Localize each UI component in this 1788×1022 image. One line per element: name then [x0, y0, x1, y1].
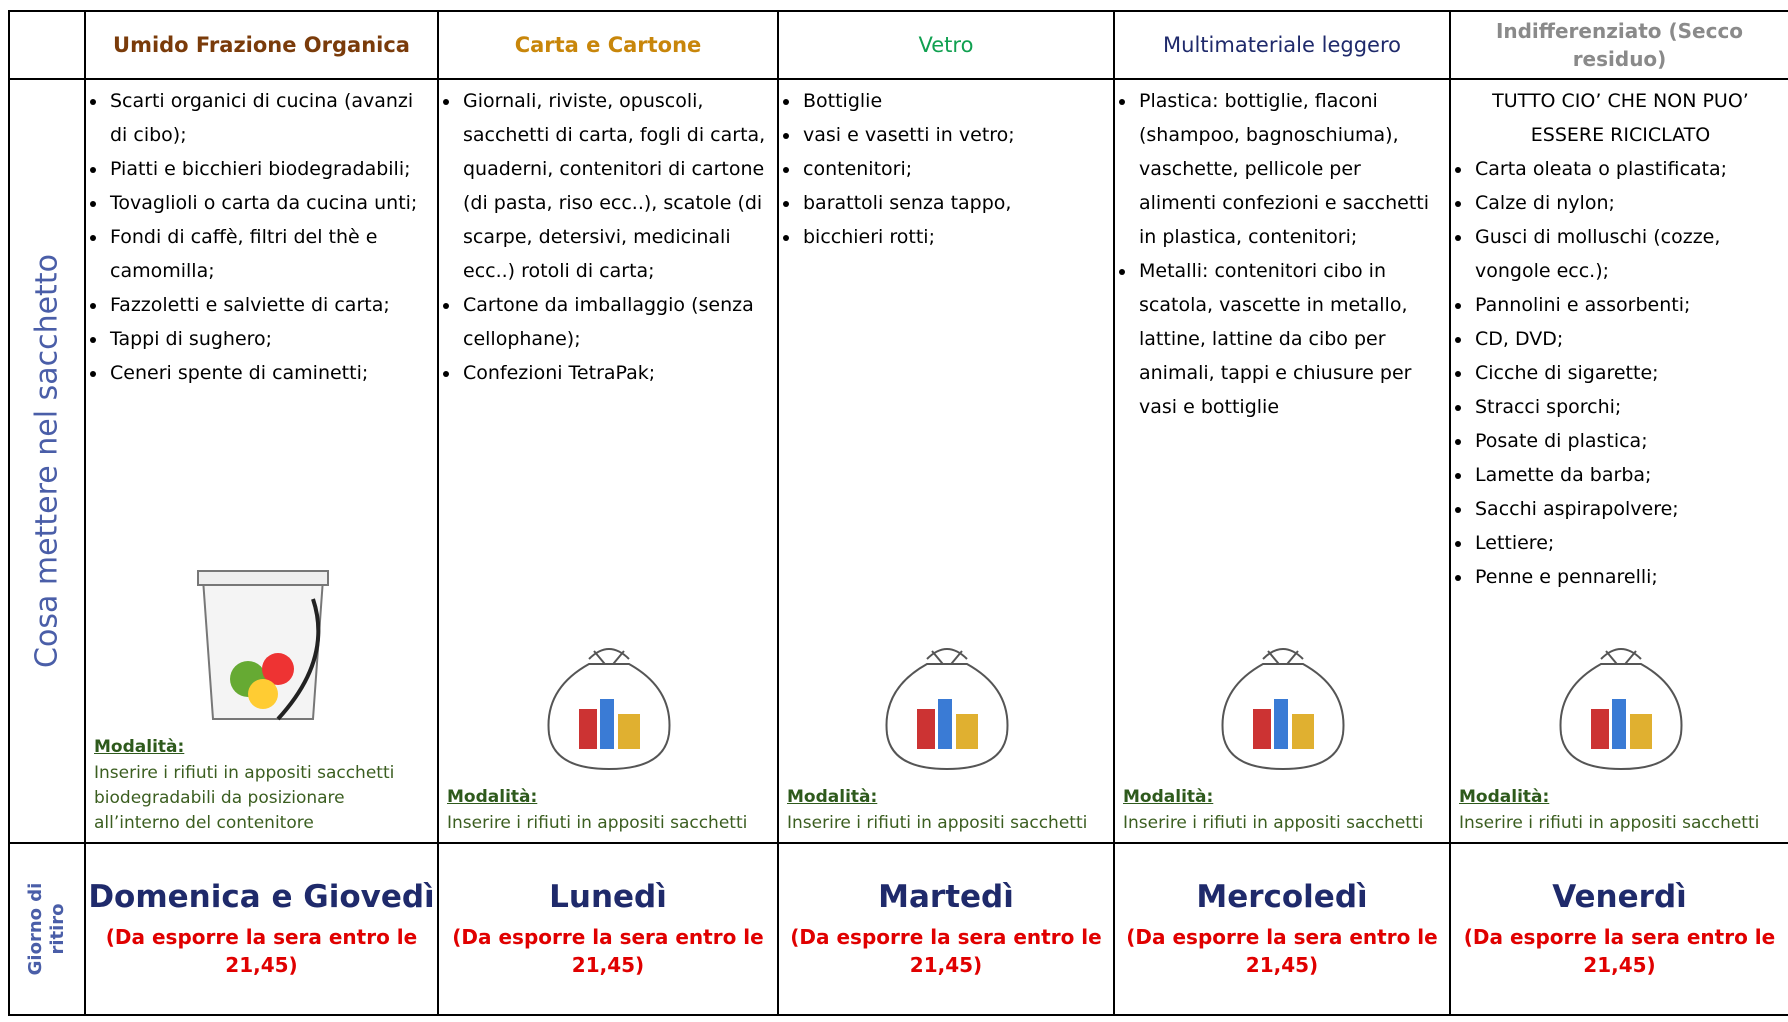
- item-list: Giornali, riviste, opuscoli, sacchetti d…: [447, 84, 771, 390]
- item: Confezioni TetraPak;: [461, 356, 771, 390]
- column-title: Carta e Cartone: [514, 33, 702, 57]
- item: Ceneri spente di caminetti;: [108, 356, 431, 390]
- day: Venerdì: [1552, 879, 1687, 915]
- day-cell: Domenica e Giovedì (Da esporre la sera en…: [84, 842, 439, 1016]
- illustration: [1459, 594, 1782, 787]
- item: Bottiglie: [801, 84, 1107, 118]
- item-list: Bottiglievasi e vasetti in vetro;conteni…: [787, 84, 1107, 254]
- mode-label: Modalità:: [447, 787, 538, 807]
- mode-text: Inserire i rifiuti in appositi sacchetti: [1459, 813, 1760, 833]
- content-row: Cosa mettere nel sacchetto Scarti organic…: [8, 78, 1788, 844]
- cell-body: Giornali, riviste, opuscoli, sacchetti d…: [440, 81, 776, 841]
- content-cell: Bottiglievasi e vasetti in vetro;conteni…: [777, 78, 1115, 844]
- item: vasi e vasetti in vetro;: [801, 118, 1107, 152]
- column-title: Umido Frazione Organica: [113, 33, 410, 57]
- item: Pannolini e assorbenti;: [1473, 288, 1782, 322]
- day-cell: Lunedì (Da esporre la sera entro le 21,45…: [437, 842, 779, 1016]
- item: bicchieri rotti;: [801, 220, 1107, 254]
- day-cell: Venerdì (Da esporre la sera entro le 21,4…: [1449, 842, 1788, 1016]
- cell-body: Plastica: bottiglie, flaconi (shampoo, b…: [1116, 81, 1448, 841]
- day-row: Giorno di ritiro Domenica e Giovedì (Da es…: [8, 842, 1788, 1016]
- item: Tappi di sughero;: [108, 322, 431, 356]
- cell-body: Scarti organici di cucina (avanzi di cib…: [87, 81, 436, 841]
- item: Stracci sporchi;: [1473, 390, 1782, 424]
- item: Scarti organici di cucina (avanzi di cib…: [108, 84, 431, 152]
- day-cell: Mercoledì (Da esporre la sera entro le 21…: [1113, 842, 1451, 1016]
- column-title: Indifferenziato (Secco residuo): [1495, 19, 1744, 71]
- note: (Da esporre la sera entro le 21,45): [790, 925, 1102, 977]
- mode-label: Modalità:: [787, 787, 878, 807]
- waste-calendar: Umido Frazione Organica Carta e Cartone Ve…: [8, 10, 1788, 1016]
- column-header: Vetro: [777, 10, 1115, 80]
- mode-label: Modalità:: [1123, 787, 1214, 807]
- item: Cartone da imballaggio (senza cellophane…: [461, 288, 771, 356]
- column-title: Multimateriale leggero: [1163, 33, 1401, 57]
- note: (Da esporre la sera entro le 21,45): [1126, 925, 1438, 977]
- cell-body: Bottiglievasi e vasetti in vetro;conteni…: [780, 81, 1112, 841]
- item-list: Scarti organici di cucina (avanzi di cib…: [94, 84, 431, 390]
- mode-text: Inserire i rifiuti in appositi sacchetti: [787, 813, 1088, 833]
- content-cell: TUTTO CIO’ CHE NON PUO’ ESSERE RICICLATO…: [1449, 78, 1788, 844]
- item-list: Plastica: bottiglie, flaconi (shampoo, b…: [1123, 84, 1443, 424]
- column-title: Vetro: [918, 33, 974, 57]
- item: Sacchi aspirapolvere;: [1473, 492, 1782, 526]
- item: Piatti e bicchieri biodegradabili;: [108, 152, 431, 186]
- day: Domenica e Giovedì: [88, 879, 435, 915]
- item: Plastica: bottiglie, flaconi (shampoo, b…: [1137, 84, 1443, 254]
- side-label: Cosa mettere nel sacchetto: [29, 254, 65, 668]
- item: CD, DVD;: [1473, 322, 1782, 356]
- cell-body: TUTTO CIO’ CHE NON PUO’ ESSERE RICICLATO…: [1452, 81, 1787, 841]
- item: Cicche di sigarette;: [1473, 356, 1782, 390]
- item: Fondi di caffè, filtri del thè e camomil…: [108, 220, 431, 288]
- item: Calze di nylon;: [1473, 186, 1782, 220]
- item: Lettiere;: [1473, 526, 1782, 560]
- item: Fazzoletti e salviette di carta;: [108, 288, 431, 322]
- column-header: Multimateriale leggero: [1113, 10, 1451, 80]
- item: Carta oleata o plastificata;: [1473, 152, 1782, 186]
- illustration: [787, 254, 1107, 787]
- side-cell: Giorno di ritiro: [8, 842, 86, 1016]
- illustration: [447, 390, 771, 787]
- content-cell: Plastica: bottiglie, flaconi (shampoo, b…: [1113, 78, 1451, 844]
- intro: TUTTO CIO’ CHE NON PUO’ ESSERE RICICLATO: [1492, 90, 1749, 146]
- mode-text: Inserire i rifiuti in appositi sacchetti…: [94, 763, 395, 833]
- item: Giornali, riviste, opuscoli, sacchetti d…: [461, 84, 771, 288]
- column-header: Umido Frazione Organica: [84, 10, 439, 80]
- content-cell: Scarti organici di cucina (avanzi di cib…: [84, 78, 439, 844]
- column-header: Carta e Cartone: [437, 10, 779, 80]
- corner: [8, 10, 86, 80]
- note: (Da esporre la sera entro le 21,45): [452, 925, 764, 977]
- mode-label: Modalità:: [94, 737, 185, 757]
- item: Tovaglioli o carta da cucina unti;: [108, 186, 431, 220]
- illustration: [1123, 424, 1443, 787]
- item: contenitori;: [801, 152, 1107, 186]
- column-header: Indifferenziato (Secco residuo): [1449, 10, 1788, 80]
- item: Gusci di molluschi (cozze, vongole ecc.)…: [1473, 220, 1782, 288]
- content-cell: Giornali, riviste, opuscoli, sacchetti d…: [437, 78, 779, 844]
- item: Penne e pennarelli;: [1473, 560, 1782, 594]
- side-label: Giorno di ritiro: [25, 882, 68, 976]
- side-cell: Cosa mettere nel sacchetto: [8, 78, 86, 844]
- note: (Da esporre la sera entro le 21,45): [105, 925, 418, 977]
- item: Posate di plastica;: [1473, 424, 1782, 458]
- day: Martedì: [878, 879, 1014, 915]
- mode-text: Inserire i rifiuti in appositi sacchetti: [447, 813, 748, 833]
- day: Lunedì: [549, 879, 667, 915]
- mode-label: Modalità:: [1459, 787, 1550, 807]
- item-list: Carta oleata o plastificata;Calze di nyl…: [1459, 152, 1782, 594]
- day-cell: Martedì (Da esporre la sera entro le 21,4…: [777, 842, 1115, 1016]
- item: Lamette da barba;: [1473, 458, 1782, 492]
- note: (Da esporre la sera entro le 21,45): [1463, 925, 1776, 977]
- header-row: Umido Frazione Organica Carta e Cartone Ve…: [8, 10, 1788, 80]
- item: barattoli senza tappo,: [801, 186, 1107, 220]
- illustration: [94, 390, 431, 737]
- day: Mercoledì: [1196, 879, 1368, 915]
- mode-text: Inserire i rifiuti in appositi sacchetti: [1123, 813, 1424, 833]
- item: Metalli: contenitori cibo in scatola, va…: [1137, 254, 1443, 424]
